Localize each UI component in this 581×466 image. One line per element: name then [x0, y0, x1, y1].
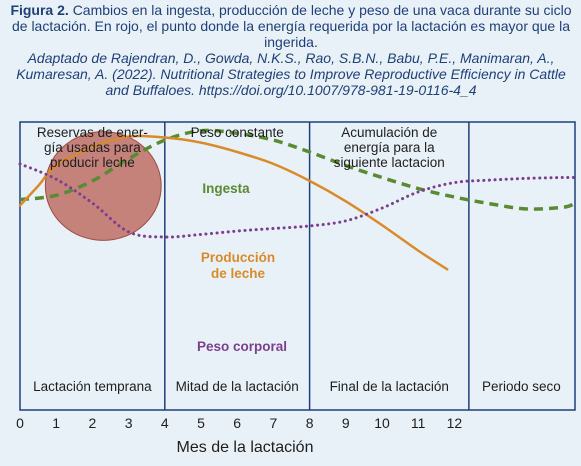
x-tick-label: 0 — [16, 415, 24, 431]
phase-bottom-label: Periodo seco — [482, 379, 561, 394]
energy-deficit-highlight — [44, 131, 162, 241]
x-tick-label: 3 — [125, 415, 133, 431]
phase-top-label: siguiente lactacion — [334, 155, 445, 170]
x-tick-label: 1 — [52, 415, 60, 431]
x-tick-label: 6 — [233, 415, 241, 431]
series-label-ingesta: Ingesta — [202, 181, 250, 196]
x-tick-label: 9 — [342, 415, 350, 431]
phase-top-label: energía para la — [344, 140, 435, 155]
series-line-peso-corporal — [18, 162, 576, 239]
series-line-ingesta — [19, 128, 575, 211]
phase-bottom-label: Mitad de la lactación — [176, 379, 299, 394]
figure-text: Cambios en la ingesta, producción de lec… — [11, 2, 572, 50]
phase-top-label: Acumulación de — [341, 125, 437, 140]
figure-description: Figura 2. Cambios en la ingesta, producc… — [6, 2, 576, 50]
phase-labels: Reservas de ener-gía usadas paraproducir… — [33, 125, 561, 394]
phase-top-label: Peso constante — [191, 125, 284, 140]
label-bg-peso-corporal — [186, 336, 298, 356]
x-tick-label: 2 — [89, 415, 97, 431]
series-label-peso-corporal: Peso corporal — [197, 339, 287, 354]
plot-border — [19, 121, 576, 411]
x-tick-label: 8 — [306, 415, 314, 431]
series-label-produccion-de-leche: Producción — [201, 250, 275, 265]
x-tick-label: 4 — [161, 415, 169, 431]
phase-top-label: gía usadas para — [44, 140, 141, 155]
label-bg-ingesta — [193, 178, 259, 198]
series-line-produccion-de-leche — [18, 134, 449, 271]
figure-citation: Adaptado de Rajendran, D., Gowda, N.K.S.… — [16, 50, 566, 98]
x-tick-label: 10 — [374, 415, 390, 431]
phase-top-label: Reservas de ener- — [37, 125, 148, 140]
figure-caption: Figura 2. Cambios en la ingesta, producc… — [6, 2, 576, 98]
series-lines — [18, 128, 576, 271]
chart-frame — [19, 121, 576, 411]
label-bg-produccion-de-leche — [193, 247, 283, 283]
x-axis-title: Mes de la lactación — [177, 439, 314, 456]
phase-top-label: producir leche — [50, 155, 135, 170]
x-tick-label: 12 — [447, 415, 463, 431]
deficit-ellipse — [44, 131, 162, 241]
figure-label: Figura 2. — [10, 2, 69, 18]
x-tick-label: 7 — [270, 415, 278, 431]
phase-bottom-label: Final de la lactación — [330, 379, 449, 394]
phase-bottom-label: Lactación temprana — [33, 379, 152, 394]
x-tick-label: 11 — [411, 415, 426, 431]
x-tick-label: 5 — [197, 415, 205, 431]
series-label-produccion-de-leche: de leche — [211, 266, 266, 281]
